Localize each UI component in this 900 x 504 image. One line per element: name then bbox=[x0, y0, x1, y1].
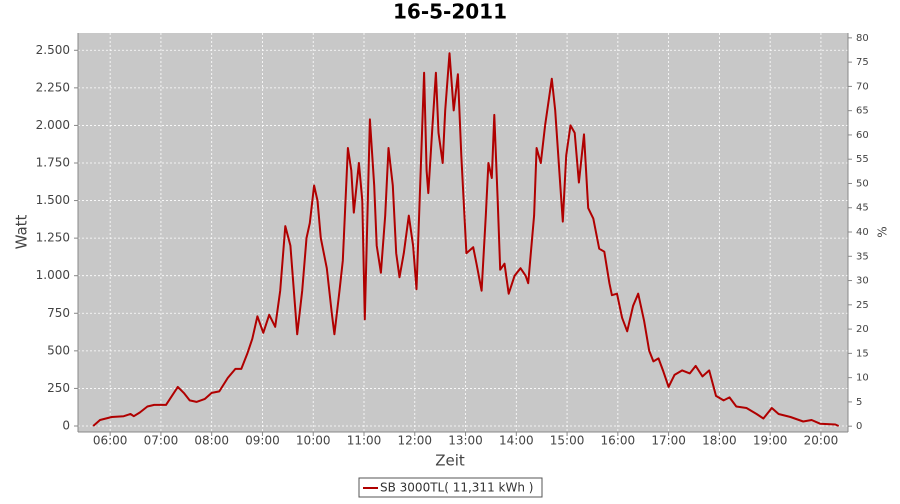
legend bbox=[358, 477, 543, 498]
x-tick-label: 09:00 bbox=[245, 434, 280, 448]
y-tick-label: 1.500 bbox=[36, 193, 70, 207]
y-axis-label: Watt bbox=[13, 214, 31, 249]
y2-tick-label: 65 bbox=[856, 106, 869, 117]
y2-tick-label: 25 bbox=[856, 300, 869, 311]
x-tick-label: 12:00 bbox=[397, 434, 432, 448]
x-tick-label: 06:00 bbox=[93, 434, 128, 448]
y2-tick-label: 35 bbox=[856, 251, 869, 262]
y2-axis-label: % bbox=[876, 226, 890, 237]
x-tick-label: 13:00 bbox=[448, 434, 483, 448]
x-tick-label: 20:00 bbox=[804, 434, 839, 448]
x-tick-label: 08:00 bbox=[194, 434, 229, 448]
x-tick-label: 16:00 bbox=[601, 434, 636, 448]
y2-tick-label: 20 bbox=[856, 324, 869, 335]
y-tick-label: 1.250 bbox=[36, 231, 70, 245]
legend-label: SB 3000TL( 11,311 kWh ) bbox=[380, 481, 533, 495]
y-tick-label: 2.000 bbox=[36, 118, 70, 132]
x-tick-label: 14:00 bbox=[499, 434, 534, 448]
y2-tick-label: 70 bbox=[856, 81, 869, 92]
y2-tick-label: 15 bbox=[856, 348, 869, 359]
y-tick-label: 0 bbox=[62, 418, 70, 432]
y2-tick-label: 45 bbox=[856, 203, 869, 214]
y-tick-label: 500 bbox=[47, 343, 70, 357]
y2-tick-label: 60 bbox=[856, 130, 869, 141]
y2-tick-label: 75 bbox=[856, 57, 869, 68]
x-tick-label: 07:00 bbox=[144, 434, 179, 448]
x-tick-label: 18:00 bbox=[702, 434, 737, 448]
y-tick-label: 750 bbox=[47, 306, 70, 320]
y2-tick-label: 40 bbox=[856, 227, 869, 238]
y2-tick-label: 80 bbox=[856, 33, 869, 44]
series-line bbox=[92, 52, 840, 427]
plot-area bbox=[78, 33, 848, 432]
y2-tick-label: 0 bbox=[856, 421, 862, 432]
y-tick-label: 1.750 bbox=[36, 155, 70, 169]
y-tick-label: 2.250 bbox=[36, 80, 70, 94]
x-tick-label: 15:00 bbox=[550, 434, 585, 448]
chart-title: 16-5-2011 bbox=[393, 0, 507, 24]
x-tick-label: 17:00 bbox=[651, 434, 686, 448]
y2-tick-label: 50 bbox=[856, 178, 869, 189]
x-tick-label: 19:00 bbox=[753, 434, 788, 448]
x-axis-label: Zeit bbox=[435, 452, 465, 470]
y-tick-label: 250 bbox=[47, 381, 70, 395]
y2-tick-label: 10 bbox=[856, 373, 869, 384]
y-tick-label: 2.500 bbox=[36, 43, 70, 57]
y2-tick-label: 30 bbox=[856, 276, 869, 287]
y-tick-label: 1.000 bbox=[36, 268, 70, 282]
x-tick-label: 10:00 bbox=[296, 434, 331, 448]
y2-tick-label: 5 bbox=[856, 397, 862, 408]
y2-tick-label: 55 bbox=[856, 154, 869, 165]
x-tick-label: 11:00 bbox=[347, 434, 382, 448]
